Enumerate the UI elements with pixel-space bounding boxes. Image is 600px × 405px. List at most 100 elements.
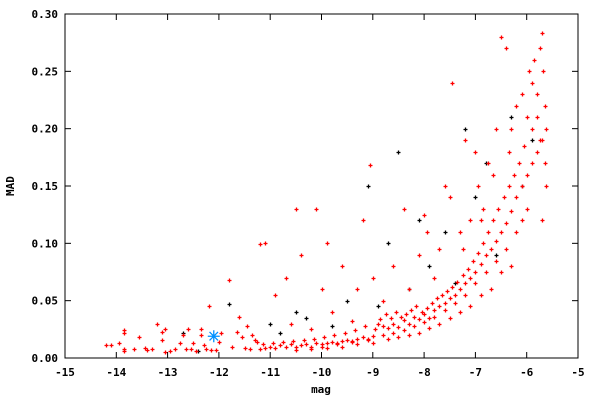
data-point bbox=[273, 346, 278, 351]
data-point bbox=[440, 293, 445, 298]
data-point bbox=[245, 324, 250, 329]
data-point bbox=[194, 349, 199, 354]
data-point bbox=[294, 207, 299, 212]
data-point bbox=[325, 341, 330, 346]
data-point bbox=[366, 184, 371, 189]
data-point bbox=[355, 337, 360, 342]
data-point bbox=[278, 343, 283, 348]
data-point bbox=[540, 218, 545, 223]
data-point bbox=[458, 310, 463, 315]
data-point bbox=[122, 328, 127, 333]
data-point bbox=[309, 347, 314, 352]
data-point bbox=[407, 287, 412, 292]
data-point bbox=[425, 230, 430, 235]
data-point bbox=[458, 230, 463, 235]
data-point bbox=[476, 184, 481, 189]
data-point bbox=[514, 104, 519, 109]
data-point bbox=[507, 184, 512, 189]
data-point bbox=[489, 247, 494, 252]
data-point bbox=[304, 342, 309, 347]
data-point bbox=[448, 316, 453, 321]
data-point bbox=[458, 287, 463, 292]
data-point bbox=[191, 341, 196, 346]
series-1 bbox=[104, 31, 549, 355]
data-point bbox=[143, 346, 148, 351]
data-point bbox=[494, 259, 499, 264]
data-point bbox=[479, 262, 484, 267]
data-point bbox=[163, 350, 168, 355]
data-point bbox=[463, 138, 468, 143]
data-point bbox=[366, 338, 371, 343]
data-point bbox=[240, 335, 245, 340]
data-point bbox=[378, 317, 383, 322]
data-point bbox=[525, 173, 530, 178]
data-point bbox=[122, 347, 127, 352]
data-point bbox=[450, 285, 455, 290]
data-point bbox=[109, 343, 114, 348]
x-tick-label: -9 bbox=[366, 366, 379, 379]
data-point bbox=[209, 348, 214, 353]
data-point bbox=[386, 326, 391, 331]
data-point bbox=[312, 337, 317, 342]
data-point bbox=[381, 333, 386, 338]
data-point bbox=[340, 339, 345, 344]
data-point bbox=[253, 338, 258, 343]
data-point bbox=[145, 348, 150, 353]
data-point bbox=[514, 230, 519, 235]
data-point bbox=[453, 293, 458, 298]
data-point bbox=[330, 340, 335, 345]
y-tick-label: 0.15 bbox=[32, 180, 59, 193]
data-point bbox=[235, 330, 240, 335]
data-point bbox=[453, 301, 458, 306]
data-point bbox=[509, 264, 514, 269]
data-point bbox=[394, 310, 399, 315]
data-point bbox=[386, 337, 391, 342]
data-point bbox=[335, 342, 340, 347]
data-point bbox=[168, 349, 173, 354]
data-point bbox=[294, 310, 299, 315]
data-point bbox=[494, 127, 499, 132]
data-point bbox=[396, 150, 401, 155]
data-point bbox=[499, 230, 504, 235]
data-point bbox=[219, 331, 224, 336]
data-point bbox=[479, 218, 484, 223]
data-point bbox=[314, 341, 319, 346]
data-point bbox=[340, 345, 345, 350]
data-point bbox=[463, 293, 468, 298]
y-tick-label: 0.00 bbox=[32, 352, 59, 365]
data-point bbox=[432, 315, 437, 320]
data-point bbox=[507, 150, 512, 155]
data-point bbox=[463, 281, 468, 286]
data-point bbox=[391, 322, 396, 327]
data-point bbox=[509, 209, 514, 214]
data-point bbox=[520, 92, 525, 97]
data-point bbox=[381, 299, 386, 304]
data-point bbox=[386, 241, 391, 246]
data-point bbox=[422, 312, 427, 317]
data-point bbox=[494, 239, 499, 244]
data-point bbox=[437, 304, 442, 309]
data-point bbox=[132, 347, 137, 352]
data-point bbox=[243, 346, 248, 351]
data-point bbox=[199, 333, 204, 338]
data-point bbox=[230, 345, 235, 350]
data-point bbox=[227, 278, 232, 283]
data-point bbox=[443, 308, 448, 313]
data-point bbox=[425, 306, 430, 311]
data-point bbox=[540, 31, 545, 36]
data-point bbox=[443, 301, 448, 306]
data-point bbox=[404, 312, 409, 317]
data-point bbox=[427, 326, 432, 331]
data-point bbox=[445, 289, 450, 294]
data-point bbox=[322, 335, 327, 340]
x-tick-label: -8 bbox=[417, 366, 430, 379]
data-point bbox=[502, 195, 507, 200]
data-point bbox=[284, 345, 289, 350]
data-point bbox=[271, 341, 276, 346]
data-point bbox=[422, 320, 427, 325]
data-point bbox=[473, 150, 478, 155]
data-point bbox=[304, 316, 309, 321]
data-point bbox=[527, 69, 532, 74]
data-point bbox=[427, 316, 432, 321]
